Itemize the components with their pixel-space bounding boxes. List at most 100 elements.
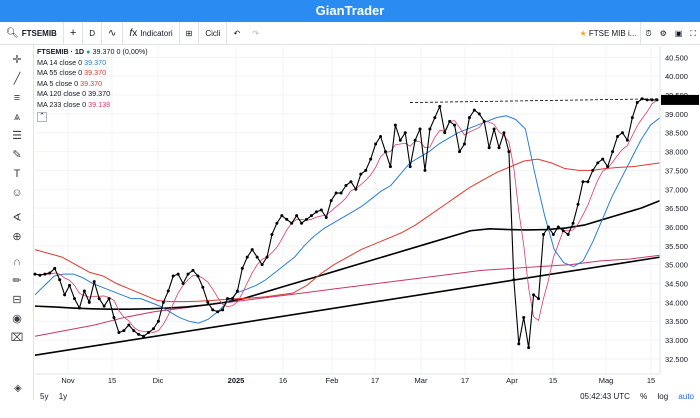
price-point	[438, 104, 442, 108]
range-5y-button[interactable]: 5y	[40, 392, 49, 401]
top-toolbar: 🔍︎ FTSEMIB + D ∿ fx Indicatori ⊞ Cicli ↶ ↷…	[0, 21, 700, 45]
y-tick-label: 36.500	[665, 204, 688, 213]
ruler-icon[interactable]: ∢	[12, 212, 22, 224]
settings-button[interactable]: ⚙	[656, 22, 671, 45]
interval-button[interactable]: D	[83, 21, 103, 45]
price-point	[285, 217, 289, 221]
line-chart-icon: ∿	[108, 27, 117, 39]
price-point	[240, 266, 244, 270]
undo-button[interactable]: ↶	[227, 22, 246, 45]
x-tick-label: 16	[279, 376, 287, 385]
legend-symbol-row: FTSEMIB · 1D ● 39.370 0 (0,00%)	[37, 47, 148, 58]
price-point	[630, 116, 634, 120]
pitchfork-icon[interactable]: ⩓	[13, 111, 21, 123]
redo-button[interactable]: ↷	[246, 22, 265, 45]
x-tick-label: Mar	[415, 376, 428, 385]
range-1y-button[interactable]: 1y	[58, 392, 68, 401]
price-point	[319, 208, 323, 212]
price-point	[196, 274, 200, 278]
price-point	[625, 138, 629, 142]
price-point	[295, 214, 299, 218]
fib-retracement-icon[interactable]: ☰	[12, 130, 22, 142]
bottom-bar: 5y 1y 05:42:43 UTC % log auto	[0, 388, 700, 418]
percent-toggle[interactable]: %	[640, 392, 648, 401]
symbol-search-button[interactable]: 🔍︎ FTSEMIB	[0, 21, 64, 45]
add-symbol-button[interactable]: +	[64, 21, 84, 45]
snapshot-button[interactable]: ▣	[671, 22, 687, 45]
price-point	[117, 331, 121, 335]
price-point	[418, 127, 422, 131]
price-point	[527, 346, 531, 350]
price-point	[137, 332, 141, 336]
price-point	[166, 289, 170, 293]
legend-ma-label: MA 14 close 0	[37, 57, 85, 67]
price-point	[591, 168, 595, 172]
layout-button[interactable]: ⊞	[180, 21, 200, 45]
price-point	[448, 119, 452, 123]
indicators-button[interactable]: fx Indicatori	[123, 21, 180, 45]
x-tick-label: Mag	[599, 376, 614, 385]
legend-ma-row: MA 55 close 0 39.370	[37, 68, 148, 79]
price-point	[522, 315, 526, 319]
log-toggle[interactable]: log	[657, 392, 669, 401]
price-point	[206, 300, 210, 304]
emoji-icon[interactable]: ☺	[11, 187, 23, 199]
price-point	[512, 278, 516, 282]
price-point	[379, 134, 383, 138]
cycles-button[interactable]: Cicli	[199, 21, 228, 45]
eye-icon[interactable]: ◉	[12, 313, 22, 325]
fullscreen-button[interactable]: ⛶	[686, 22, 700, 45]
price-point	[147, 331, 151, 335]
ma5-line	[34, 99, 658, 333]
grid-icon: ⊞	[185, 28, 193, 38]
price-point	[260, 263, 264, 267]
price-point	[226, 297, 230, 301]
brush-icon[interactable]: ✎	[12, 149, 22, 161]
text-tool-icon[interactable]: T	[13, 168, 21, 180]
legend-ma-row: MA 5 close 0 39.370	[37, 79, 148, 90]
price-point	[82, 289, 86, 293]
trash-icon[interactable]: ⌧	[10, 332, 24, 344]
chart-axes: 32.500 33.000 33.500 34.000 34.500 35.000 35.5…	[35, 46, 699, 385]
price-point	[383, 150, 387, 154]
price-point	[364, 168, 368, 172]
stay-drawing-icon[interactable]: ✏	[12, 275, 22, 287]
magnet-icon[interactable]: ∩	[13, 256, 21, 268]
auto-toggle[interactable]: auto	[678, 392, 694, 401]
chart-series	[33, 97, 661, 356]
price-point	[458, 150, 462, 154]
price-point	[97, 297, 101, 301]
legend-collapse-icon[interactable]: ⌃	[37, 112, 47, 122]
trendline-icon[interactable]: ╱	[13, 73, 21, 85]
price-point	[408, 165, 412, 169]
watchlist-button[interactable]: ★ FTSE MIB i...	[576, 22, 642, 45]
search-icon: 🔍︎	[6, 27, 19, 39]
y-tick-label: 40.000	[665, 72, 688, 81]
price-point	[171, 274, 175, 278]
legend-ma-row: MA 233 close 0 39.138	[37, 100, 148, 111]
chart-type-button[interactable]: ∿	[102, 21, 124, 45]
price-point	[640, 97, 644, 101]
status-dot-icon: ●	[86, 47, 91, 56]
legend-ma-label: MA 5 close 0	[37, 78, 81, 88]
parallel-channel-icon[interactable]: ≡	[13, 92, 21, 104]
price-point	[635, 101, 639, 105]
zoom-in-icon[interactable]: ⊕	[12, 231, 22, 243]
alert-button[interactable]: ⏰︎	[641, 22, 655, 45]
price-point	[255, 255, 259, 259]
lock-icon[interactable]: ⊟	[12, 294, 22, 306]
plus-icon: +	[69, 27, 77, 39]
price-point	[428, 127, 432, 131]
legend-panel: FTSEMIB · 1D ● 39.370 0 (0,00%) MA 14 cl…	[37, 47, 148, 122]
y-tick-label: 39.000	[665, 110, 688, 119]
price-point	[374, 142, 378, 146]
crosshair-icon[interactable]: ✛	[12, 54, 22, 66]
price-point	[92, 280, 96, 284]
layers-icon[interactable]: ◈	[14, 383, 22, 394]
price-point	[142, 334, 146, 338]
chart-grid	[35, 46, 660, 374]
price-point	[551, 233, 555, 237]
legend-symbol-change: 0 (0,00%)	[116, 47, 148, 56]
price-point	[472, 108, 476, 112]
